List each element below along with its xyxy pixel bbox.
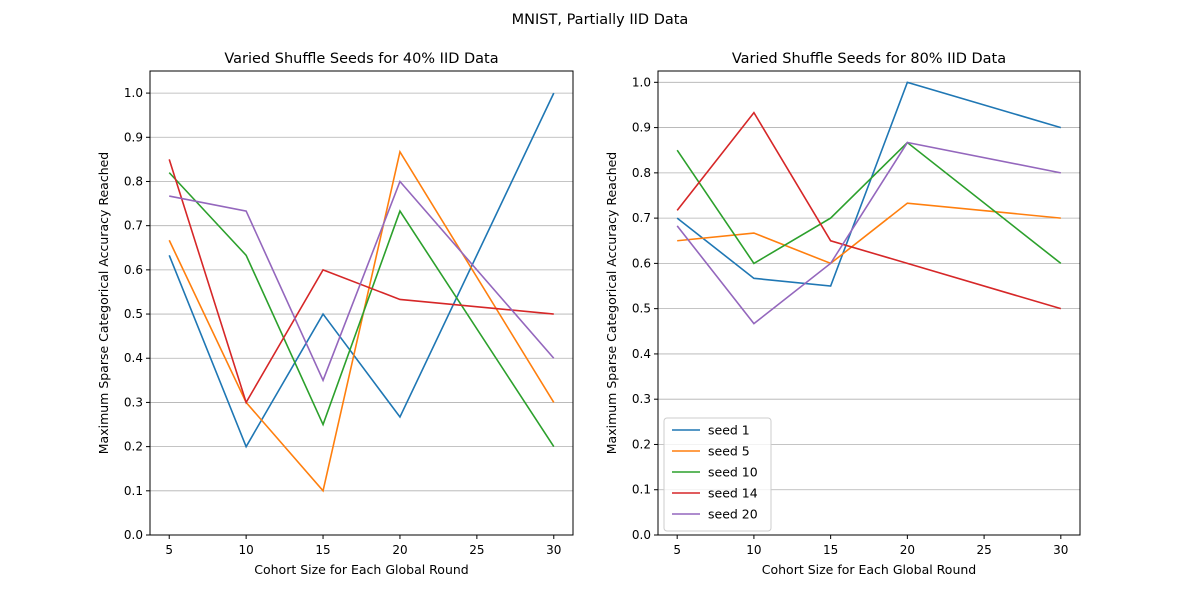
plot-area-frame bbox=[149, 70, 574, 536]
x-axis-label: Cohort Size for Each Global Round bbox=[762, 562, 976, 577]
legend-label: seed 5 bbox=[708, 444, 750, 459]
x-tick-label: 10 bbox=[746, 543, 761, 557]
y-tick-label: 0.5 bbox=[124, 307, 143, 321]
y-tick-label: 0.7 bbox=[124, 219, 143, 233]
y-tick-label: 0.0 bbox=[632, 528, 651, 542]
series-line-seed-1 bbox=[676, 81, 1062, 287]
series-line-seed-10 bbox=[676, 141, 1062, 265]
series-line-seed-14 bbox=[168, 159, 554, 405]
y-tick-label: 0.1 bbox=[124, 484, 143, 498]
legend-label: seed 10 bbox=[708, 465, 758, 480]
legend-label: seed 1 bbox=[708, 423, 750, 438]
series-line-seed-14 bbox=[676, 111, 1062, 310]
series-line-seed-20 bbox=[676, 141, 1061, 325]
series-line-seed-10 bbox=[168, 172, 555, 448]
legend-label: seed 20 bbox=[708, 507, 758, 522]
y-tick-label: 0.6 bbox=[124, 263, 143, 277]
plot-area-frame bbox=[657, 70, 1081, 536]
y-axis-label: Maximum Sparse Categorical Accuracy Reac… bbox=[604, 152, 619, 455]
series-line-seed-1 bbox=[168, 92, 555, 449]
series-line-seed-20 bbox=[169, 179, 555, 383]
y-tick-label: 0.0 bbox=[124, 528, 143, 542]
chart-panel-80-iid: 0.0 0.1 0.2 0.3 0.4 0.5 0.6 0.7 0.8 0.9 1.0 5 10 15 20… bbox=[604, 51, 1081, 577]
legend: seed 1 seed 5 seed 10 seed 14 seed 20 bbox=[663, 417, 772, 532]
y-tick-label: 0.9 bbox=[632, 121, 651, 135]
y-tick-label: 0.2 bbox=[124, 440, 143, 454]
x-tick-label: 20 bbox=[900, 543, 915, 557]
y-tick-label: 0.4 bbox=[124, 351, 143, 365]
y-tick-label: 0.3 bbox=[632, 392, 651, 406]
x-tick-label: 15 bbox=[823, 543, 838, 557]
y-tick-label: 0.9 bbox=[124, 130, 143, 144]
figure-suptitle: MNIST, Partially IID Data bbox=[512, 12, 689, 28]
x-tick-label: 15 bbox=[315, 543, 330, 557]
series-line-seed-5 bbox=[168, 149, 555, 493]
y-tick-label: 1.0 bbox=[632, 75, 651, 89]
series-line-seed-5 bbox=[677, 202, 1061, 265]
x-tick-label: 5 bbox=[673, 543, 681, 557]
y-tick-label: 0.3 bbox=[124, 395, 143, 409]
y-tick-label: 0.4 bbox=[632, 347, 651, 361]
x-tick-label: 30 bbox=[1053, 543, 1068, 557]
y-tick-label: 0.1 bbox=[632, 483, 651, 497]
y-tick-label: 0.2 bbox=[632, 437, 651, 451]
y-tick-label: 0.7 bbox=[632, 211, 651, 225]
x-tick-label: 25 bbox=[469, 543, 484, 557]
x-tick-label: 20 bbox=[392, 543, 407, 557]
y-axis-label: Maximum Sparse Categorical Accuracy Reac… bbox=[96, 152, 111, 455]
chart-panel-40-iid: 0.0 0.1 0.2 0.3 0.4 0.5 0.6 0.7 0.8 0.9 1.0 5 10 15 20… bbox=[96, 51, 574, 577]
x-tick-label: 10 bbox=[238, 543, 253, 557]
y-tick-label: 0.8 bbox=[632, 166, 651, 180]
x-tick-label: 5 bbox=[165, 543, 173, 557]
y-tick-label: 0.5 bbox=[632, 302, 651, 316]
legend-box bbox=[663, 417, 772, 532]
x-tick-label: 30 bbox=[546, 543, 561, 557]
chart-title: Varied Shuffle Seeds for 80% IID Data bbox=[732, 51, 1006, 67]
chart-title: Varied Shuffle Seeds for 40% IID Data bbox=[224, 51, 498, 67]
x-tick-label: 25 bbox=[976, 543, 991, 557]
y-tick-label: 0.6 bbox=[632, 256, 651, 270]
x-axis-label: Cohort Size for Each Global Round bbox=[254, 562, 468, 577]
y-tick-label: 1.0 bbox=[124, 86, 143, 100]
y-tick-label: 0.8 bbox=[124, 174, 143, 188]
legend-label: seed 14 bbox=[708, 486, 758, 501]
